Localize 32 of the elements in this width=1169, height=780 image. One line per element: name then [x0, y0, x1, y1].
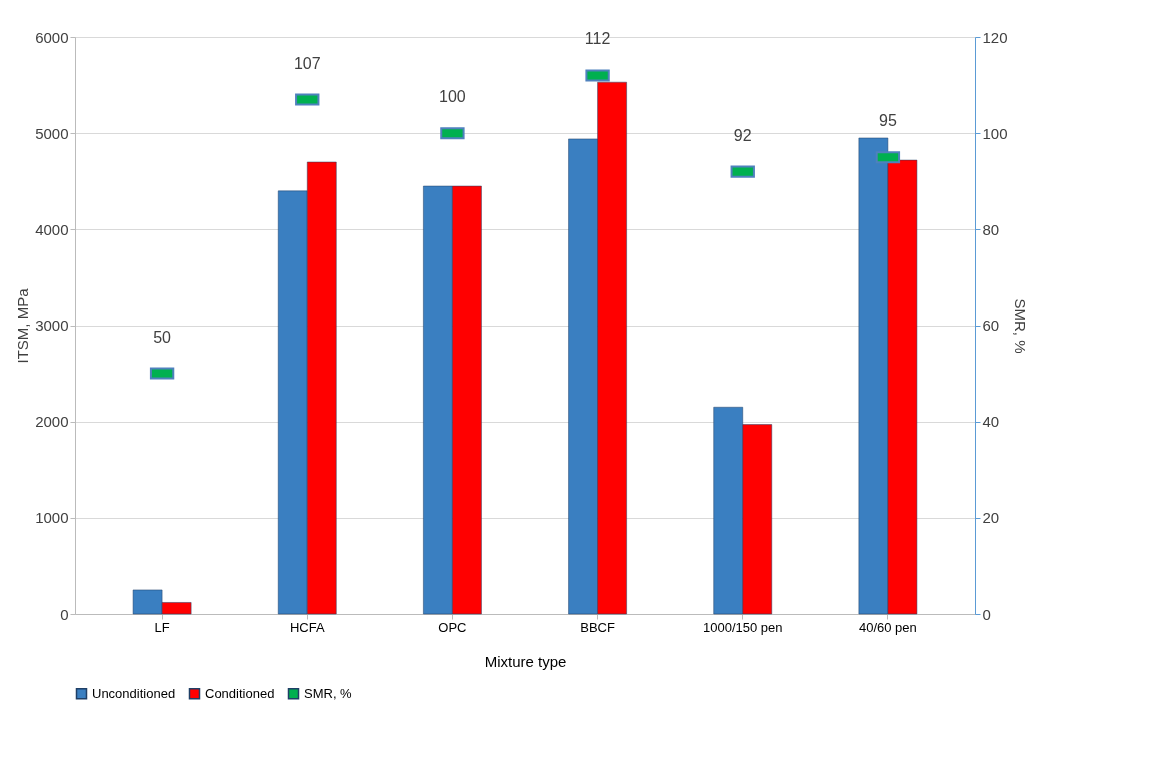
y2-tick-label: 0: [982, 605, 991, 623]
data-label: 100: [439, 88, 466, 106]
x-tick-label: 1000/150 pen: [702, 619, 783, 635]
y-axis-title: ITSM, MPa: [14, 287, 32, 364]
y2-axis-title: SMR, %: [1011, 298, 1029, 354]
x-tick-label: BBCF: [580, 619, 615, 635]
y2-tick-label: 80: [982, 220, 1000, 238]
y-tick-label: 3000: [35, 317, 69, 334]
legend-label: SMR, %: [304, 685, 353, 701]
data-label: 107: [293, 54, 321, 72]
x-tick-label: 40/60 pen: [858, 619, 917, 635]
y2-tick-label: 120: [982, 28, 1008, 46]
y2-tick-label: 100: [982, 124, 1008, 142]
y-tick-label: 4000: [35, 220, 69, 238]
x-tick-label: LF: [154, 619, 170, 635]
data-label: 112: [584, 30, 611, 48]
y-tick-label: 2000: [35, 413, 69, 431]
y-tick-label: 1000: [35, 509, 69, 527]
data-label: 92: [733, 126, 752, 144]
x-axis-title: Mixture type: [484, 652, 567, 670]
y-tick-label: 0: [60, 605, 69, 623]
y-tick-label: 5000: [35, 124, 69, 142]
y-tick-label: 6000: [35, 28, 69, 46]
data-label: 95: [879, 112, 897, 130]
y2-tick-label: 40: [982, 413, 1000, 431]
data-label: 50: [153, 328, 172, 346]
x-tick-label: OPC: [438, 619, 467, 635]
legend-label: Unconditioned: [92, 685, 176, 701]
legend-label: Conditioned: [205, 685, 275, 701]
y2-tick-label: 20: [982, 509, 1000, 527]
y2-tick-label: 60: [982, 317, 1000, 334]
x-tick-label: HCFA: [289, 619, 325, 635]
